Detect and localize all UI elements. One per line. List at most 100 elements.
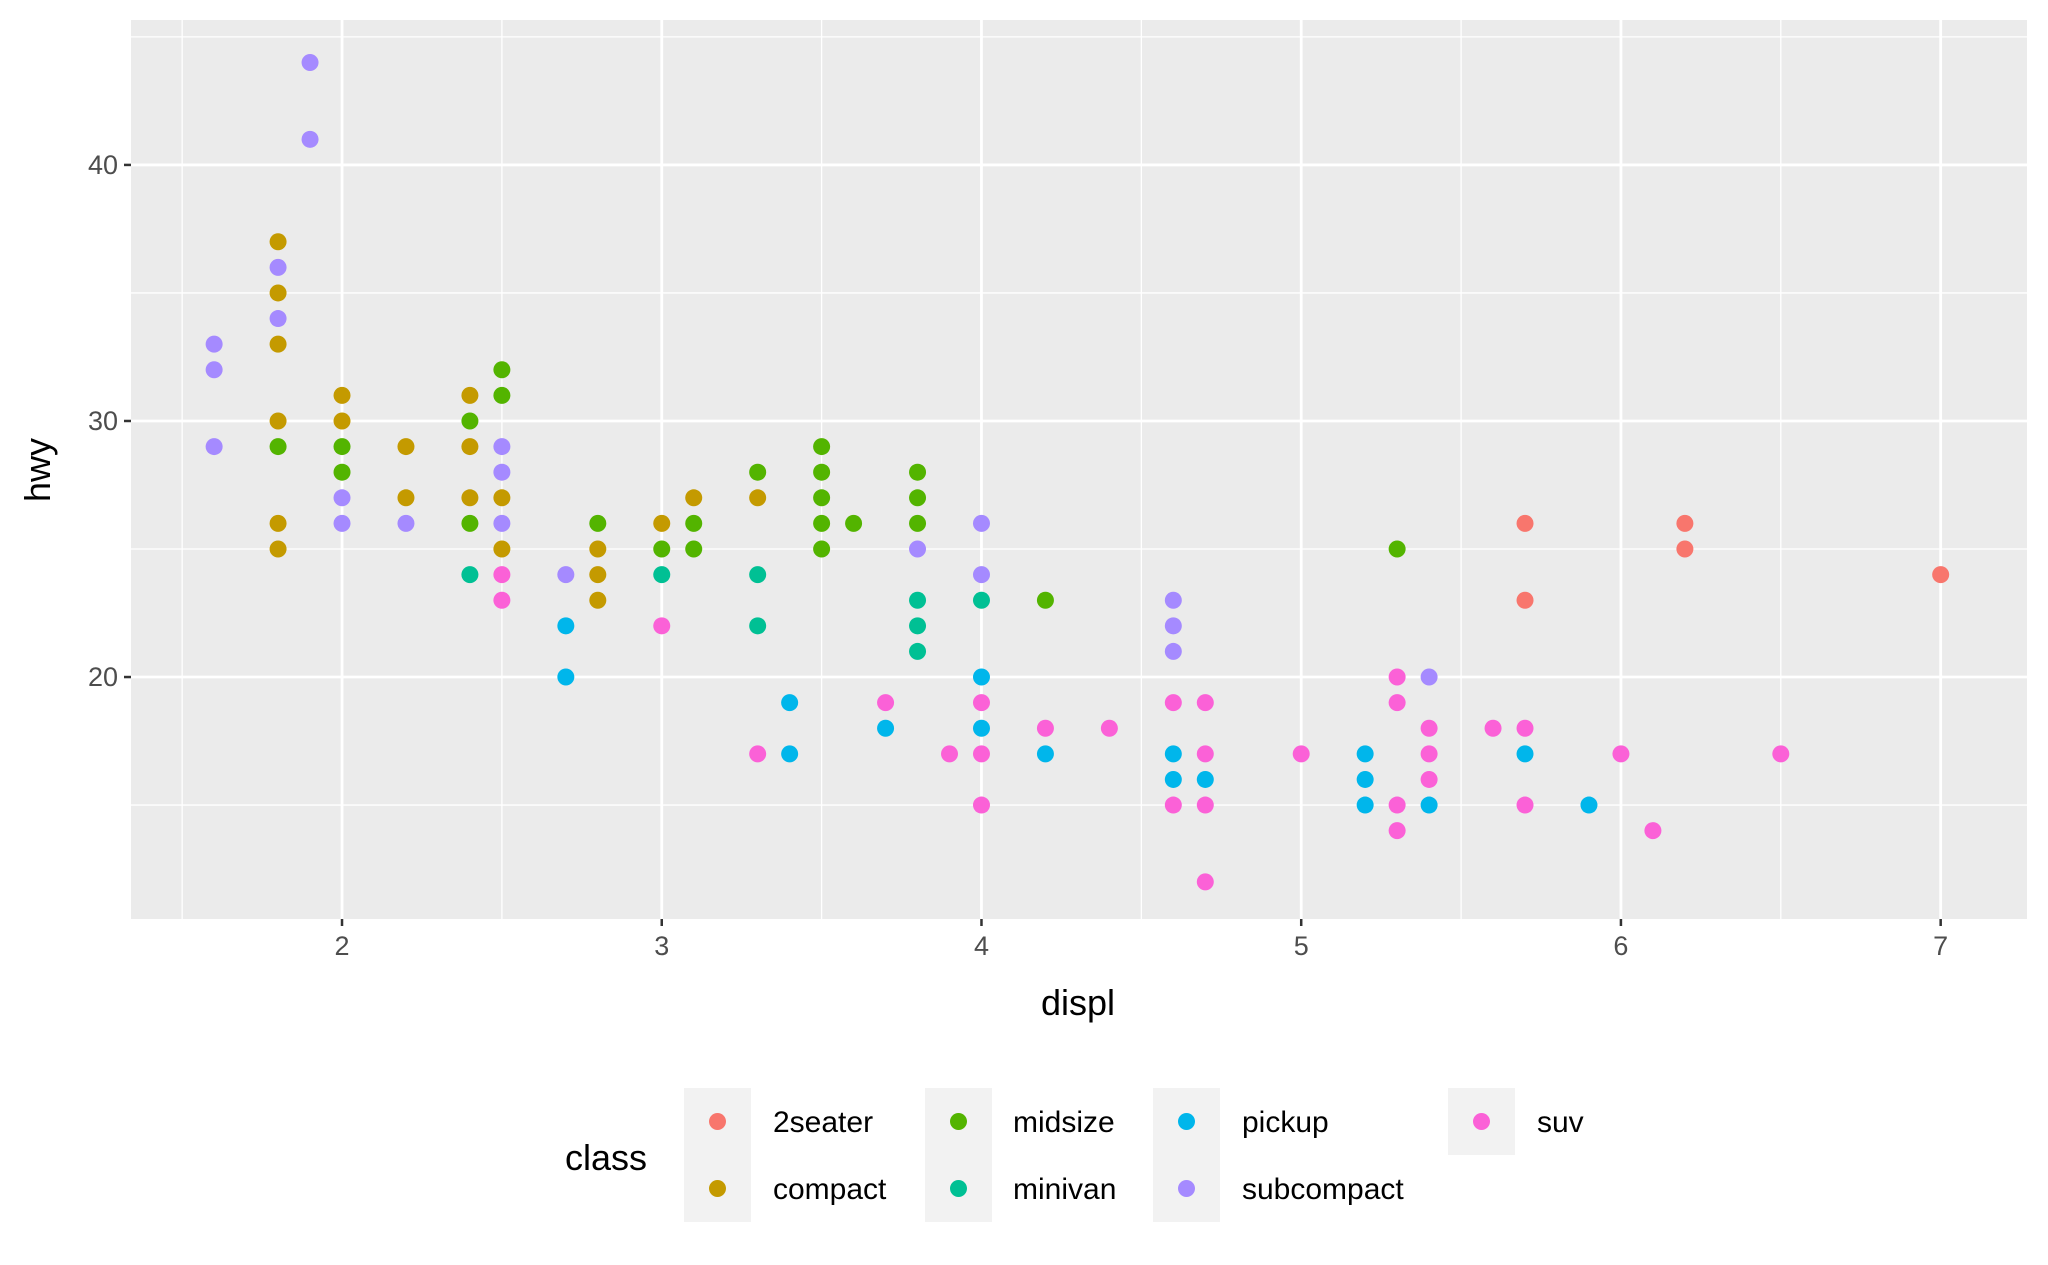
point-midsize [461,514,479,532]
point-suv [1196,745,1214,763]
data-points [205,54,1950,891]
x-tick-label: 6 [1613,931,1628,961]
point-suv [1484,719,1502,737]
point-midsize [909,489,927,507]
x-tick-label: 2 [335,931,350,961]
point-compact [333,386,351,404]
point-subcompact [205,361,223,379]
point-subcompact [909,540,927,558]
point-suv [1388,796,1406,814]
legend-item-2seater: 2seater [684,1088,873,1155]
point-midsize [685,540,703,558]
legend-marker [950,1113,967,1130]
legend-item-minivan: minivan [925,1155,1116,1222]
point-suv [1036,719,1054,737]
legend-label: 2seater [773,1106,873,1139]
point-minivan [461,566,479,584]
point-pickup [557,617,575,635]
legend-marker [1178,1113,1195,1130]
point-suv [1772,745,1790,763]
y-tick-label: 30 [88,406,118,436]
point-suv [1164,694,1182,712]
point-compact [269,514,287,532]
point-compact [397,438,415,456]
x-tick-label: 3 [654,931,669,961]
point-pickup [1420,796,1438,814]
legend-marker [950,1180,967,1197]
point-pickup [972,719,990,737]
point-suv [1644,822,1662,840]
point-suv [1196,796,1214,814]
point-subcompact [269,258,287,276]
point-compact [397,489,415,507]
point-compact [589,591,607,609]
legend-label: compact [773,1173,887,1206]
point-compact [461,438,479,456]
point-suv [1292,745,1310,763]
point-compact [493,540,511,558]
point-subcompact [333,514,351,532]
point-midsize [493,386,511,404]
point-pickup [972,668,990,686]
point-minivan [909,617,927,635]
point-midsize [845,514,863,532]
point-subcompact [493,514,511,532]
legend-label: midsize [1013,1106,1115,1139]
point-pickup [1580,796,1598,814]
point-compact [493,489,511,507]
point-minivan [749,617,767,635]
point-2seater [1516,591,1534,609]
x-tick-label: 7 [1933,931,1948,961]
point-subcompact [1164,617,1182,635]
point-2seater [1676,540,1694,558]
point-pickup [781,694,799,712]
point-minivan [653,566,671,584]
point-compact [461,386,479,404]
point-subcompact [333,489,351,507]
legend-label: suv [1537,1106,1584,1139]
point-minivan [972,591,990,609]
point-suv [1164,796,1182,814]
point-compact [749,489,767,507]
gridlines [131,20,2027,919]
x-tick-label: 5 [1294,931,1309,961]
point-2seater [1516,514,1534,532]
legend-item-midsize: midsize [925,1088,1115,1155]
point-pickup [1356,770,1374,788]
legend-marker [1473,1113,1490,1130]
point-midsize [749,463,767,481]
plot-panel [131,20,2027,919]
point-midsize [493,361,511,379]
point-subcompact [1164,642,1182,660]
legend-label: pickup [1242,1106,1329,1139]
point-midsize [1036,591,1054,609]
point-pickup [781,745,799,763]
legend-label: minivan [1013,1173,1116,1206]
point-suv [1420,770,1438,788]
point-pickup [1036,745,1054,763]
point-midsize [813,438,831,456]
point-subcompact [205,438,223,456]
axis-ticks: 2 3 4 5 6 7 20 30 40 [88,150,1948,961]
point-suv [1196,873,1214,891]
point-subcompact [493,463,511,481]
point-suv [653,617,671,635]
point-compact [653,514,671,532]
point-subcompact [493,438,511,456]
legend-marker [1178,1180,1195,1197]
point-midsize [813,514,831,532]
point-suv [941,745,959,763]
point-subcompact [1420,668,1438,686]
point-pickup [877,719,895,737]
legend-item-compact: compact [684,1155,887,1222]
x-axis-title: displ [1041,982,1115,1023]
point-midsize [1388,540,1406,558]
x-tick-label: 4 [974,931,989,961]
point-midsize [909,463,927,481]
point-midsize [813,463,831,481]
point-subcompact [972,514,990,532]
point-compact [589,540,607,558]
point-pickup [1164,770,1182,788]
point-compact [461,489,479,507]
